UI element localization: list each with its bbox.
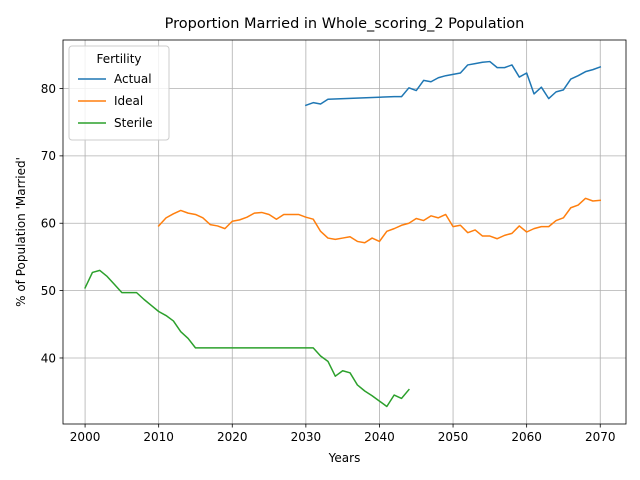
series-line-actual (304, 60, 602, 107)
y-tick-label: 40 (41, 351, 56, 365)
x-tick-label: 2050 (438, 430, 469, 444)
y-axis-ticks: 40 50 60 70 80 (41, 82, 63, 365)
legend-label-sterile: Sterile (114, 116, 153, 130)
grid-lines (63, 40, 626, 424)
chart-title: Proportion Married in Whole_scoring_2 Po… (165, 16, 525, 32)
x-tick-label: 2040 (364, 430, 395, 444)
legend-label-ideal: Ideal (114, 94, 143, 108)
x-tick-label: 2060 (511, 430, 542, 444)
y-tick-label: 80 (41, 82, 56, 96)
x-axis-label: Years (328, 451, 361, 465)
legend-label-actual: Actual (114, 72, 152, 86)
y-tick-label: 70 (41, 149, 56, 163)
x-tick-label: 2010 (143, 430, 174, 444)
series-lines (84, 60, 602, 408)
x-tick-label: 2030 (291, 430, 322, 444)
legend-title: Fertility (96, 52, 141, 66)
x-axis-ticks: 2000 2010 2020 2030 2040 2050 2060 2070 (70, 424, 616, 444)
legend-box (68, 45, 170, 141)
y-tick-label: 50 (41, 284, 56, 298)
y-axis-label: % of Population 'Married' (14, 157, 28, 307)
x-tick-label: 2020 (217, 430, 248, 444)
x-tick-label: 2070 (585, 430, 616, 444)
x-tick-label: 2000 (70, 430, 101, 444)
series-line-sterile (84, 269, 410, 408)
series-line-ideal (157, 197, 602, 244)
plot-frame (62, 39, 627, 425)
y-tick-label: 60 (41, 217, 56, 231)
legend: Fertility Actual Ideal Sterile (68, 45, 170, 141)
legend-items: Actual Ideal Sterile (78, 72, 153, 130)
